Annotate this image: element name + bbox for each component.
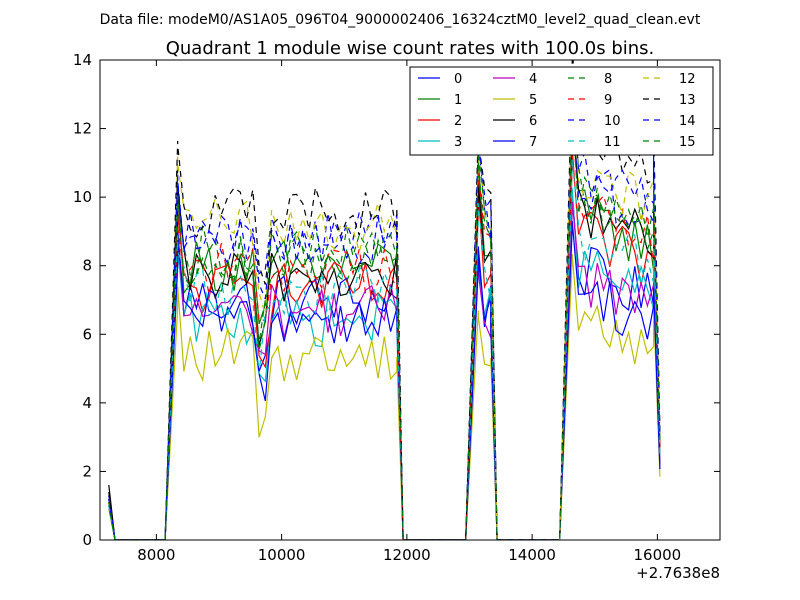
legend-label-0: 0 [454, 72, 462, 87]
y-tick-label: 14 [73, 51, 92, 69]
legend-label-1: 1 [454, 93, 462, 108]
series-line-13 [108, 60, 661, 540]
legend-label-14: 14 [679, 114, 696, 129]
legend-label-12: 12 [679, 72, 696, 87]
y-tick-label: 4 [82, 394, 92, 412]
chart-title: Quadrant 1 module wise count rates with … [166, 38, 655, 59]
series-line-11 [108, 159, 661, 540]
y-tick-label: 2 [82, 462, 92, 480]
legend-label-8: 8 [604, 72, 612, 87]
x-tick-label: 10000 [258, 546, 306, 564]
series-line-7 [108, 221, 661, 540]
x-axis: 8000 10000 12000 14000 16000 [137, 60, 681, 564]
legend-label-9: 9 [604, 93, 612, 108]
plot-frame [99, 59, 721, 541]
series-line-5 [108, 253, 661, 540]
data-file-suptitle: Data file: modeM0/AS1A05_096T04_90000024… [100, 12, 701, 28]
series-line-4 [108, 201, 661, 540]
legend-label-7: 7 [529, 135, 537, 150]
x-tick-label: 12000 [383, 546, 431, 564]
legend-label-2: 2 [454, 114, 462, 129]
x-tick-label: 8000 [137, 546, 175, 564]
legend-label-5: 5 [529, 93, 537, 108]
legend-label-11: 11 [604, 135, 621, 150]
legend-label-3: 3 [454, 135, 462, 150]
legend-label-6: 6 [529, 114, 537, 129]
y-tick-label: 12 [73, 120, 92, 138]
y-tick-label: 0 [82, 531, 92, 549]
legend-label-10: 10 [604, 114, 621, 129]
legend-frame [409, 66, 714, 156]
x-offset-label: +2.7638e8 [636, 564, 720, 582]
y-tick-label: 10 [73, 188, 92, 206]
legend-label-4: 4 [529, 72, 537, 87]
y-tick-label: 8 [82, 257, 92, 275]
x-tick-label: 14000 [508, 546, 556, 564]
x-tick-label: 16000 [634, 546, 682, 564]
y-tick-label: 6 [82, 325, 92, 343]
legend-label-13: 13 [679, 93, 696, 108]
legend-label-15: 15 [679, 135, 696, 150]
